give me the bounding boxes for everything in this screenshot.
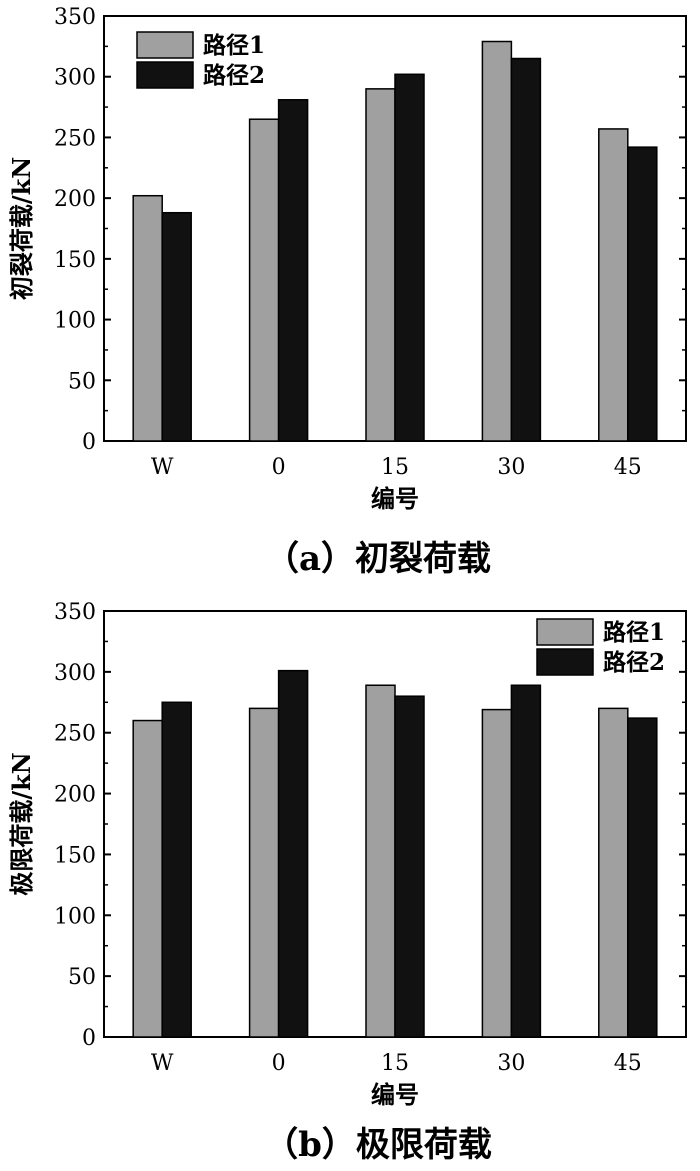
chart-panel-a: 0 50 100 150 200 250 300 350 W 0 15 30 45 编号 初裂荷载/kN 路径…: [7, 5, 687, 579]
chart-a-bar-series1: [481, 40, 513, 442]
chart-b-bar-series1: [132, 719, 163, 1038]
chart-a-x-tick-label: 15: [381, 455, 409, 480]
chart-b-x-tick-label: 30: [497, 1051, 525, 1076]
chart-b-bar-series2: [627, 717, 658, 1038]
chart-a-x-axis-title: 编号: [371, 484, 419, 513]
chart-b-y-tick-label: 300: [54, 661, 96, 686]
chart-a-x-tick-label: 0: [272, 455, 286, 480]
chart-b-y-axis-title: 极限荷载/kN: [7, 752, 36, 895]
chart-a-y-axis-title: 初裂荷载/kN: [7, 157, 36, 300]
chart-a-bar-series2: [277, 99, 309, 442]
chart-a-caption: （a）初裂荷载: [265, 539, 491, 579]
chart-a-x-tick-label: 30: [497, 455, 525, 480]
chart-b-bar-series1: [365, 684, 396, 1038]
chart-a-bar-series2: [161, 211, 192, 442]
chart-b-x-tick-label: 0: [272, 1051, 286, 1076]
chart-a-x-tick-label: 45: [614, 455, 642, 480]
chart-b-y-tick-label: 100: [54, 904, 96, 929]
chart-a-bar-series2: [394, 73, 425, 442]
chart-b-x-axis-title: 编号: [371, 1080, 419, 1109]
chart-a-bar-series1: [365, 88, 396, 442]
chart-b-y-tick-label: 200: [54, 783, 96, 808]
chart-a-legend-label-series1: 路径1: [203, 32, 265, 59]
chart-a-y-tick-label: 350: [54, 5, 96, 30]
chart-a-y-tick-label: 250: [54, 126, 96, 151]
chart-a-y-tick-label: 300: [54, 66, 96, 91]
chart-a-legend-swatch-series1: [136, 31, 194, 59]
chart-a-bar-series1: [132, 194, 163, 442]
chart-b-legend-label-series1: 路径1: [603, 619, 665, 646]
chart-b-legend-label-series2: 路径2: [603, 649, 665, 676]
chart-b-x-tick-label: 45: [614, 1051, 642, 1076]
chart-b-y-tick-label: 150: [54, 843, 96, 868]
chart-b-legend-swatch-series1: [536, 618, 594, 646]
chart-b-bar-series2: [277, 669, 309, 1038]
chart-a-y-tick-label: 150: [54, 248, 96, 273]
chart-b-y-tick-label: 0: [82, 1026, 96, 1051]
chart-b-bar-series2: [394, 695, 425, 1038]
chart-b-bar-series1: [481, 708, 513, 1038]
chart-a-bar-series2: [627, 146, 658, 442]
chart-a-y-tick-label: 50: [68, 369, 96, 394]
chart-b-bar-series1: [248, 707, 280, 1038]
chart-a-bar-series1: [248, 118, 280, 442]
chart-a-y-tick-label: 0: [82, 430, 96, 455]
chart-b-y-tick-label: 50: [68, 965, 96, 990]
chart-a-bar-series1: [598, 128, 629, 442]
chart-b-bar-series1: [598, 707, 629, 1038]
chart-b-y-tick-label: 350: [54, 600, 96, 625]
chart-panel-b: 0 50 100 150 200 250 300 350 W 0 15 30 45 编号 极限荷载/kN 路径…: [0, 590, 700, 1171]
chart-b-svg: 0 50 100 150 200 250 300 350 W 0 15 30 45 编号 极限荷载/kN 路径…: [7, 600, 687, 1165]
chart-a-legend-swatch-series2: [136, 61, 194, 89]
chart-b-x-tick-label: W: [151, 1051, 174, 1076]
chart-a-y-tick-label: 200: [54, 187, 96, 212]
chart-a-svg: 0 50 100 150 200 250 300 350 W 0 15 30 45 编号 初裂荷载/kN 路径…: [7, 5, 687, 579]
chart-b-bar-series2: [510, 684, 542, 1038]
chart-a-legend-label-series2: 路径2: [203, 62, 265, 89]
chart-b-y-tick-label: 250: [54, 722, 96, 747]
chart-a-bar-series2: [510, 57, 542, 442]
chart-b-caption: （b）极限荷载: [264, 1125, 492, 1165]
chart-b-legend-swatch-series2: [536, 648, 594, 676]
chart-b-x-tick-label: 15: [381, 1051, 409, 1076]
chart-a-x-tick-label: W: [151, 455, 174, 480]
chart-a-y-tick-label: 100: [54, 309, 96, 334]
chart-b-bar-series2: [161, 701, 192, 1038]
